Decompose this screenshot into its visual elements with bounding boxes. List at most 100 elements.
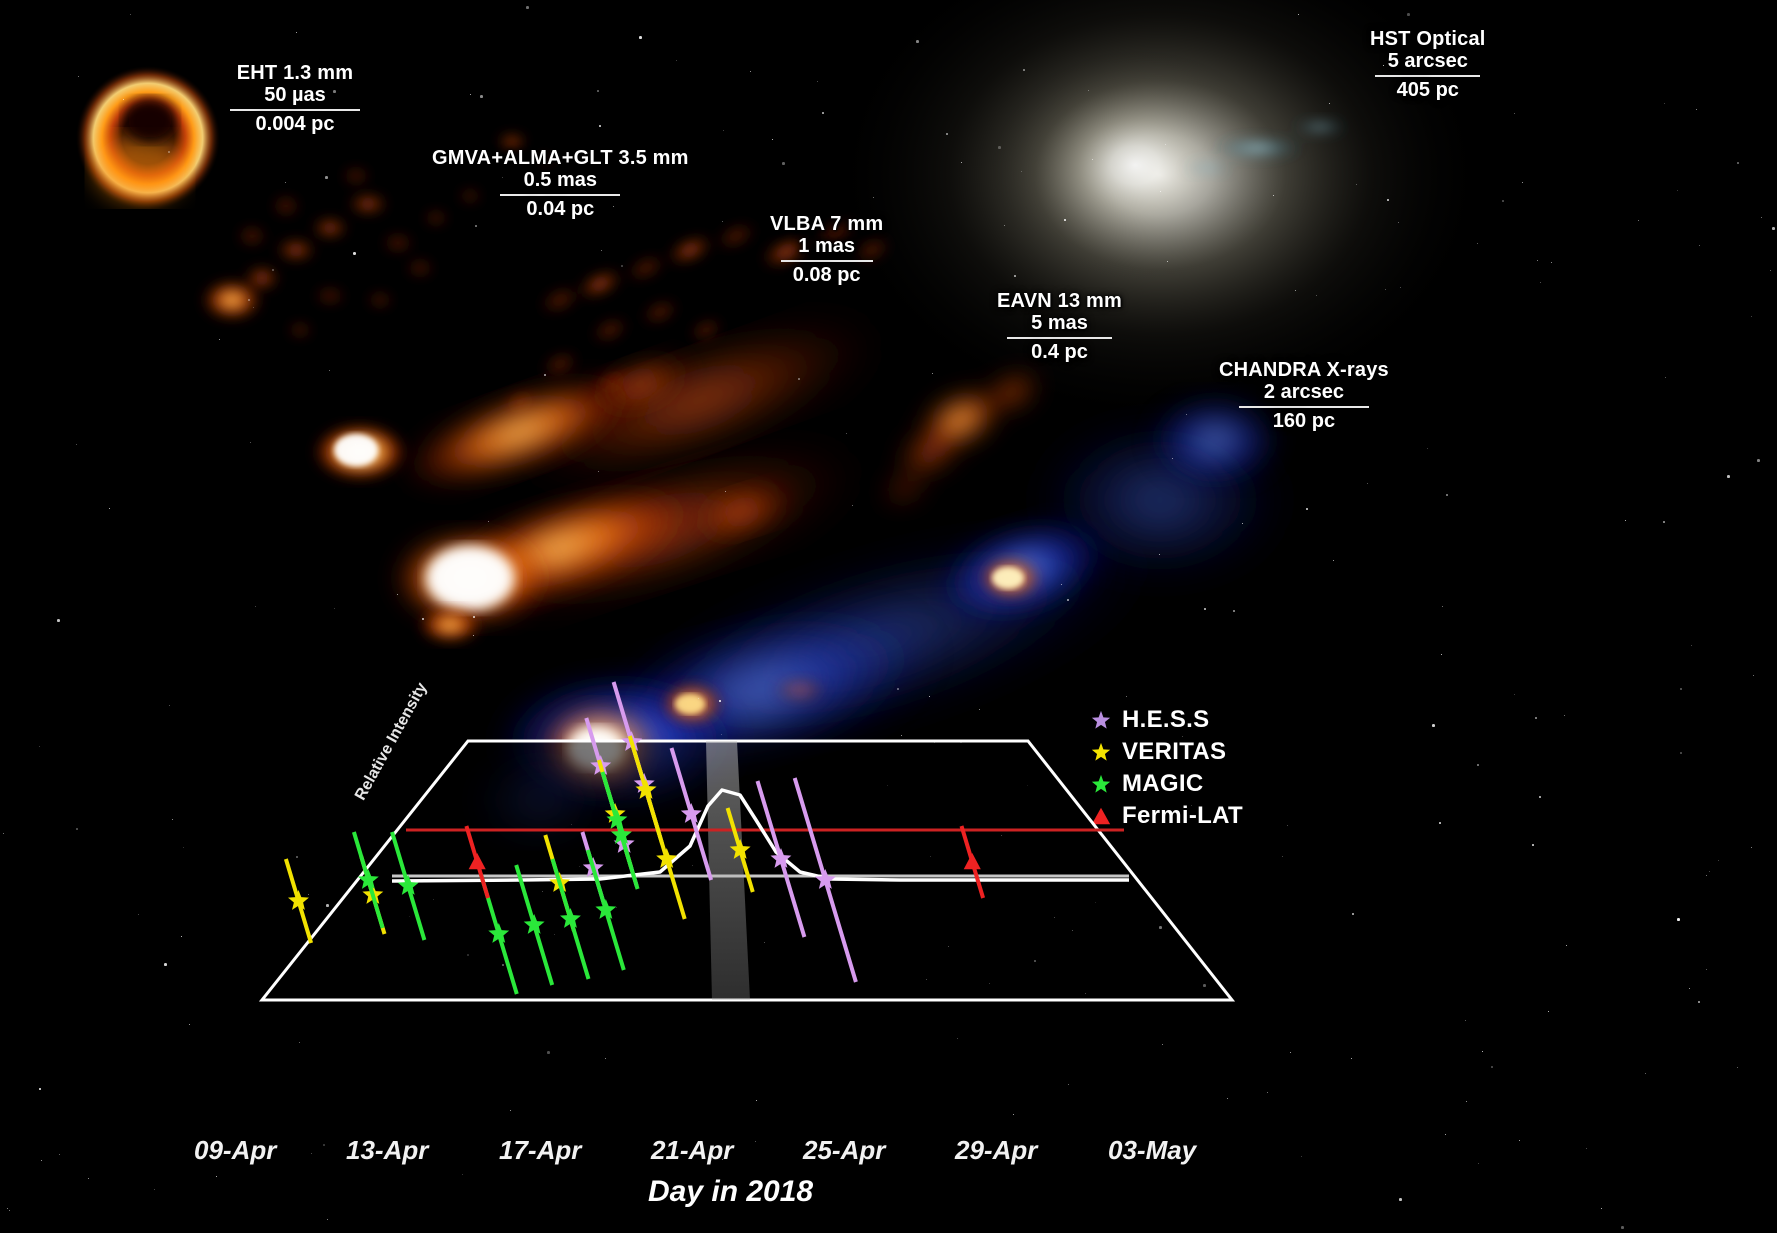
scale-divider xyxy=(780,259,873,262)
star xyxy=(473,635,475,637)
star xyxy=(605,1058,607,1060)
star xyxy=(323,1144,325,1146)
star xyxy=(1165,144,1167,146)
star xyxy=(1540,282,1542,284)
star xyxy=(1055,329,1057,331)
star xyxy=(1064,219,1066,221)
scale-instrument: EHT 1.3 mm xyxy=(236,62,354,84)
star xyxy=(547,1051,550,1054)
star xyxy=(1021,171,1023,173)
star xyxy=(929,696,931,698)
star xyxy=(1761,217,1763,219)
x-axis-title: Day in 2018 xyxy=(648,1175,814,1208)
star xyxy=(772,139,774,141)
star xyxy=(475,225,477,227)
star xyxy=(722,1159,724,1161)
star xyxy=(123,99,125,101)
star xyxy=(169,705,171,707)
star xyxy=(822,112,824,114)
star xyxy=(78,76,80,78)
star xyxy=(1400,287,1402,289)
star xyxy=(601,250,603,252)
star xyxy=(755,1141,757,1143)
star xyxy=(488,521,490,523)
star xyxy=(168,151,170,153)
star xyxy=(1514,113,1516,115)
star xyxy=(1445,1134,1447,1136)
star xyxy=(599,125,601,127)
star xyxy=(782,162,785,165)
star xyxy=(1466,1101,1468,1103)
star xyxy=(1477,243,1479,245)
star xyxy=(756,1100,758,1102)
star xyxy=(326,904,329,907)
star xyxy=(325,176,328,179)
star xyxy=(1535,717,1537,719)
star xyxy=(1352,913,1354,915)
star xyxy=(1172,458,1174,460)
scale-label-eht: EHT 1.3 mm 50 µas 0.004 pc xyxy=(230,62,360,135)
scale-divider xyxy=(230,108,360,111)
star xyxy=(1439,822,1441,824)
star xyxy=(1753,675,1755,677)
star xyxy=(327,1219,329,1221)
eavn-jet-image xyxy=(877,368,1044,510)
star xyxy=(1333,560,1335,562)
star xyxy=(1316,295,1318,297)
star xyxy=(7,1208,9,1210)
star xyxy=(721,734,723,736)
star xyxy=(1751,316,1753,318)
star xyxy=(76,444,78,446)
star xyxy=(946,133,948,135)
star xyxy=(510,1110,512,1112)
star xyxy=(1227,1098,1229,1100)
star xyxy=(1601,1208,1603,1210)
star xyxy=(1564,715,1566,717)
star xyxy=(1709,871,1711,873)
star xyxy=(1203,984,1206,987)
vlba-jet-image xyxy=(501,216,893,415)
star xyxy=(901,735,903,737)
star xyxy=(1068,1084,1070,1086)
star xyxy=(1737,162,1739,164)
star xyxy=(723,130,725,132)
star xyxy=(1665,377,1667,379)
star xyxy=(1167,261,1169,263)
star xyxy=(998,146,1001,149)
star xyxy=(1356,184,1358,186)
star xyxy=(1537,260,1539,262)
scale-instrument: HST Optical xyxy=(1370,28,1486,50)
scale-divider xyxy=(500,193,621,196)
star xyxy=(544,374,546,376)
star xyxy=(272,269,274,271)
star xyxy=(462,1174,464,1176)
star xyxy=(253,307,255,309)
star xyxy=(1677,190,1679,192)
legend-item-veritas: VERITAS xyxy=(1090,738,1243,766)
scale-label-gmva: GMVA+ALMA+GLT 3.5 mm 0.5 mas 0.04 pc xyxy=(432,147,689,220)
star xyxy=(88,1178,90,1180)
scale-instrument: VLBA 7 mm xyxy=(770,213,884,235)
inner-radio-jet-image xyxy=(312,319,889,491)
star xyxy=(76,828,78,830)
star xyxy=(957,1038,959,1040)
bright-jet-image xyxy=(392,445,870,645)
star xyxy=(1586,1148,1588,1150)
star xyxy=(1295,290,1297,292)
star xyxy=(311,1153,313,1155)
x-tick-label: 17-Apr xyxy=(499,1135,582,1165)
scale-angular: 5 arcsec xyxy=(1387,50,1468,73)
star xyxy=(353,252,356,255)
star xyxy=(722,221,724,223)
star xyxy=(1539,796,1541,798)
star xyxy=(1477,764,1479,766)
star xyxy=(1718,860,1720,862)
star xyxy=(639,36,642,39)
x-tick-label: 21-Apr xyxy=(651,1135,734,1165)
star xyxy=(299,1042,301,1044)
x-tick-label: 29-Apr xyxy=(955,1135,1038,1165)
star xyxy=(1092,159,1094,161)
star xyxy=(296,32,298,34)
star-marker-icon xyxy=(1091,742,1111,761)
star xyxy=(1088,90,1090,92)
